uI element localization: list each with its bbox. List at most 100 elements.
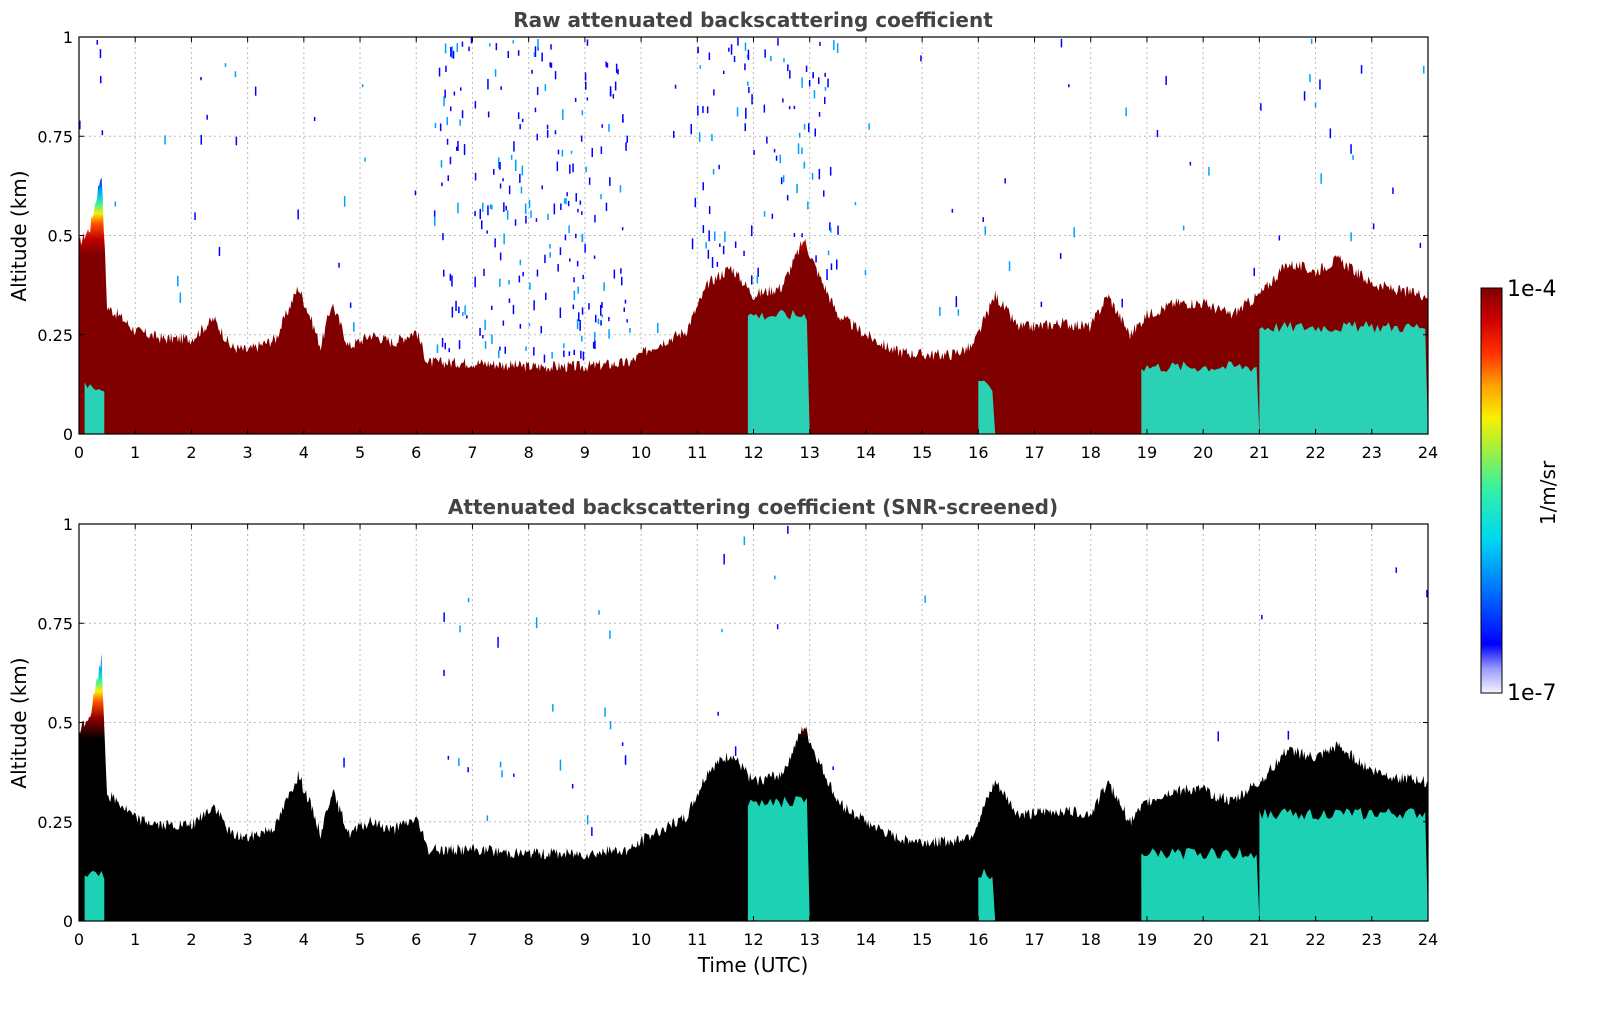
noise-speckle: [218, 246, 221, 256]
noise-speckle: [576, 260, 579, 267]
noise-speckle: [576, 319, 579, 330]
x-tick-label: 20: [1193, 443, 1213, 462]
noise-speckle: [786, 195, 789, 201]
noise-speckle: [1320, 173, 1322, 184]
noise-speckle: [798, 132, 801, 138]
noise-speckle: [556, 161, 559, 172]
noise-speckle: [594, 214, 596, 223]
noise-speckle: [832, 766, 834, 771]
noise-speckle: [586, 39, 589, 46]
noise-speckle: [533, 300, 535, 311]
noise-speckle: [773, 149, 776, 153]
noise-speckle: [1303, 91, 1306, 101]
noise-speckle: [621, 227, 624, 231]
y-tick-label: 0.25: [37, 326, 73, 345]
noise-speckle: [79, 120, 81, 130]
noise-speckle: [697, 46, 699, 54]
noise-speckle: [581, 110, 584, 116]
screened-panel-title: Attenuated backscattering coefficient (S…: [448, 495, 1058, 519]
noise-speckle: [721, 628, 723, 633]
noise-speckle: [494, 69, 497, 77]
noise-speckle: [491, 204, 493, 210]
noise-speckle: [600, 146, 603, 154]
noise-speckle: [550, 44, 552, 50]
noise-speckle: [495, 43, 498, 51]
noise-speckle: [702, 182, 704, 191]
noise-speckle: [443, 96, 445, 107]
noise-speckle: [461, 110, 464, 119]
noise-speckle: [734, 746, 737, 756]
noise-speckle: [1350, 144, 1352, 154]
clear-air-signal: [978, 380, 996, 434]
noise-speckle: [466, 315, 468, 319]
noise-speckle: [782, 98, 784, 103]
colorbar-unit-label: 1/m/sr: [1536, 460, 1560, 525]
noise-speckle: [436, 344, 439, 353]
noise-speckle: [619, 185, 622, 193]
noise-speckle: [513, 773, 515, 777]
noise-speckle: [711, 133, 713, 142]
noise-speckle: [434, 216, 436, 226]
noise-speckle: [624, 755, 627, 765]
raw-backscatter-panel: Raw attenuated backscattering coefficien…: [7, 8, 1438, 462]
noise-speckle: [453, 91, 456, 96]
noise-speckle: [499, 761, 502, 768]
noise-speckle: [464, 305, 466, 315]
noise-speckle: [557, 263, 559, 272]
noise-speckle: [770, 55, 772, 62]
noise-speckle: [552, 704, 554, 712]
noise-speckle: [793, 105, 796, 110]
noise-speckle: [541, 185, 543, 190]
noise-speckle: [562, 109, 564, 120]
noise-speckle: [982, 217, 984, 222]
colorbar-min-label: 1e-7: [1507, 681, 1556, 706]
noise-speckle: [722, 245, 725, 255]
noise-speckle: [1261, 615, 1263, 620]
noise-speckle: [179, 292, 182, 303]
noise-speckle: [744, 123, 746, 132]
x-tick-label: 4: [299, 443, 309, 462]
noise-speckle: [441, 337, 444, 348]
noise-speckle: [723, 70, 725, 74]
noise-speckle: [451, 306, 454, 318]
noise-speckle: [499, 162, 501, 170]
screened-panel-x-ticks: 0 1 2 3 4 5 6 7 8 9 10 11 12 13 14 15 16 17 18 19 20 21 22 23 24: [74, 524, 1438, 949]
noise-speckle: [563, 350, 565, 358]
x-tick-label: 23: [1362, 443, 1382, 462]
x-tick-label: 21: [1249, 930, 1269, 949]
x-tick-label: 14: [856, 443, 876, 462]
noise-speckle: [482, 202, 484, 212]
noise-speckle: [624, 299, 627, 304]
noise-speckle: [519, 259, 522, 266]
noise-speckle: [559, 307, 562, 318]
x-tick-label: 16: [968, 930, 988, 949]
noise-speckle: [481, 220, 483, 230]
noise-speckle: [823, 190, 825, 197]
x-tick-label: 6: [411, 443, 421, 462]
noise-speckle: [629, 328, 631, 333]
noise-speckle: [559, 759, 562, 771]
noise-speckle: [600, 320, 602, 326]
noise-speckle: [114, 201, 117, 207]
noise-speckle: [591, 827, 593, 836]
noise-speckle: [581, 335, 583, 342]
noise-speckle: [528, 323, 531, 327]
noise-speckle: [824, 96, 826, 104]
noise-speckle: [592, 341, 595, 349]
noise-speckle: [597, 318, 600, 325]
noise-speckle: [525, 346, 527, 351]
x-tick-label: 13: [800, 930, 820, 949]
noise-speckle: [515, 161, 517, 171]
x-tick-label: 3: [243, 930, 253, 949]
noise-speckle: [864, 269, 867, 276]
y-tick-label: 0: [63, 912, 73, 931]
noise-speckle: [774, 575, 776, 580]
noise-speckle: [782, 175, 785, 183]
noise-speckle: [459, 119, 461, 126]
noise-speckle: [493, 169, 495, 175]
noise-speckle: [829, 222, 831, 231]
noise-speckle: [573, 277, 575, 283]
noise-speckle: [854, 202, 857, 206]
raw-panel-heatmap: [79, 37, 1428, 434]
noise-speckle: [1278, 235, 1281, 241]
